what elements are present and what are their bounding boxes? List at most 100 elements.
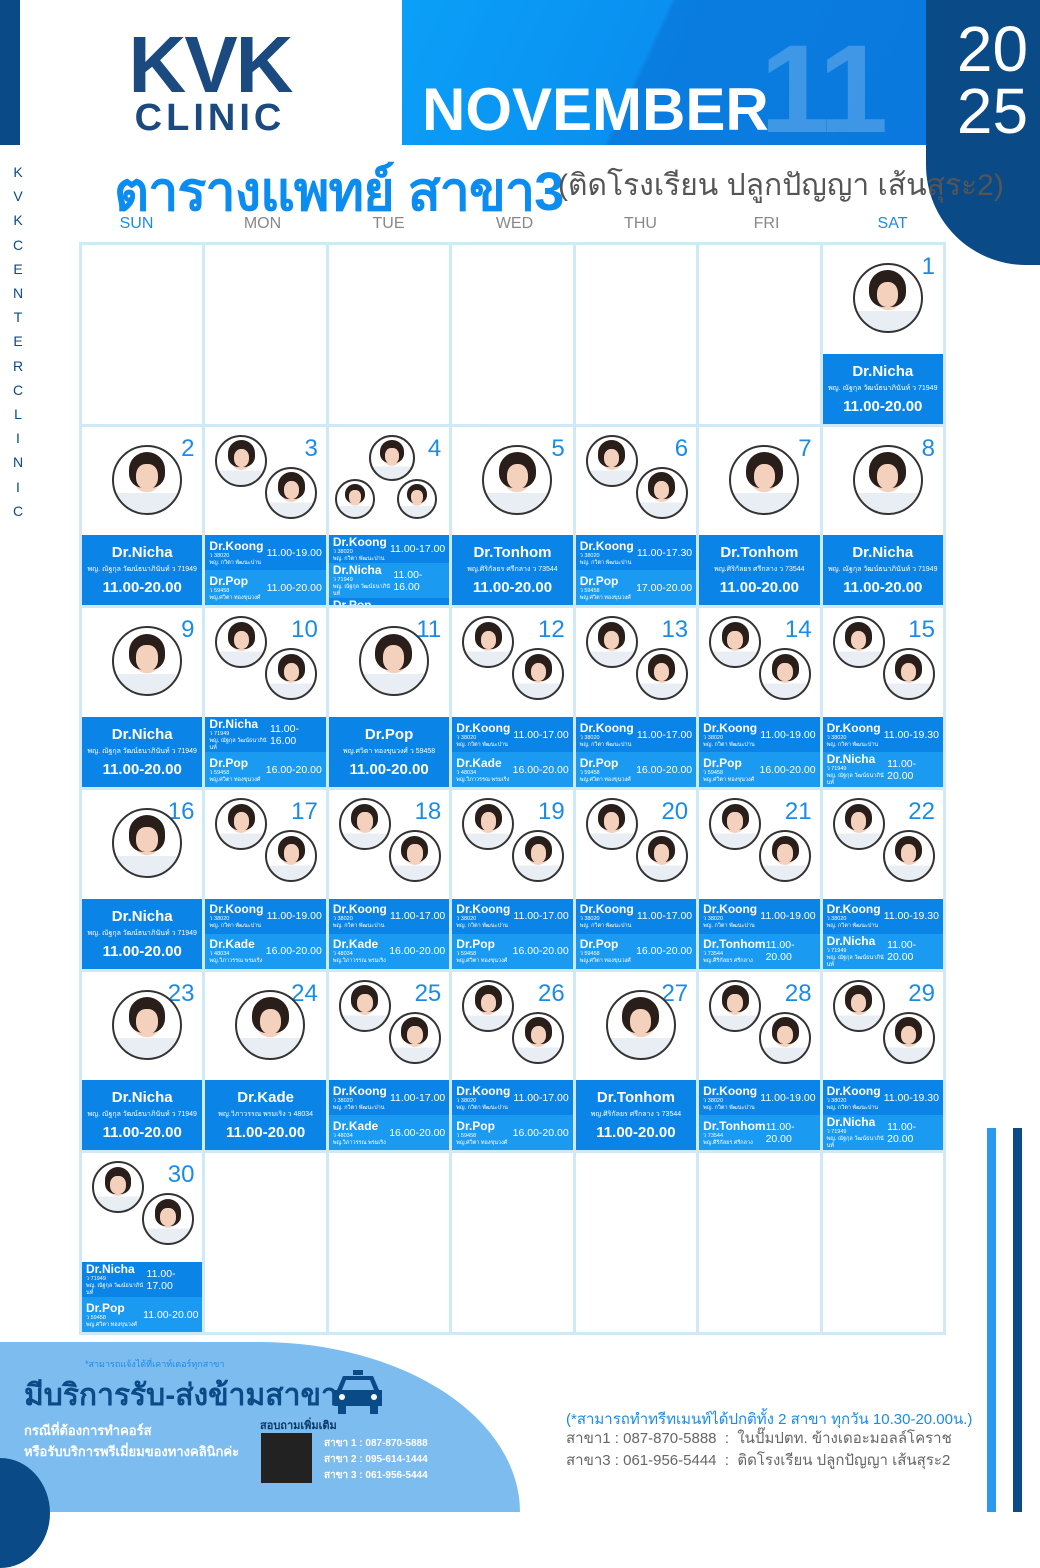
day-cell-6[interactable]: 6 Dr.Koong ว 38020 พญ. กวิตา พัฒนะปาน 11.00-… <box>575 426 697 606</box>
shift-info: Dr.Pop พญ.ศวิตา ทองขุนวงศ์ ว 59458 11.00-2… <box>328 717 450 787</box>
weekday-thu: THU <box>624 215 657 232</box>
shift-time: 17.00-20.00 <box>636 581 693 594</box>
doctor-license: ว 38020 <box>209 552 230 559</box>
day-cell-5[interactable]: 5 Dr.Tonhom พญ.ศิริกัลยร ศรีกลาง ว 73544 11… <box>452 426 573 606</box>
day-cell-21[interactable]: 21 Dr.Koong ว 38020 พญ. กวิตา พัฒนะปาน 11.00… <box>699 790 820 969</box>
day-cell-7[interactable]: 7 Dr.Tonhom พญ.ศิริกัลยร ศรีกลาง ว 73544 11… <box>699 426 820 606</box>
day-cell-14[interactable]: 14 Dr.Koong ว 38020 พญ. กวิตา พัฒนะปาน 11.00… <box>699 608 820 787</box>
day-cell-20[interactable]: 20 Dr.Koong ว 38020 พญ. กวิตา พัฒนะปาน 11.00… <box>575 790 697 969</box>
doctor-license: พญ.ศิริกัลยร ศรีกลาง ว 73544 <box>590 1111 682 1119</box>
doctor-name: Dr.Tonhom <box>703 937 766 952</box>
shift-row: Dr.Koong ว 38020 พญ. กวิตา พัฒนะปาน 11.00-1… <box>205 535 325 570</box>
logo-clinic: CLINIC <box>134 97 286 139</box>
day-cell-8[interactable]: 8 Dr.Nicha พญ. ณัฐกุล วัฒน์ธนาภินันท์ ว 71… <box>822 426 943 606</box>
doctor-name: Dr.Nicha <box>852 544 914 562</box>
doctor-name: Dr.Tonhom <box>720 544 799 562</box>
doctor-photo <box>882 1011 935 1064</box>
address-branch-3: สาขา3 : 061-956-5444 : ติดโรงเรียน ปลูกป… <box>566 1452 951 1469</box>
day-cell-10[interactable]: 10 Dr.Nicha ว 71949 พญ. ณัฐกุล วัฒน์ธนาภินั… <box>205 608 326 787</box>
shift-info: Dr.Nicha พญ. ณัฐกุล วัฒน์ธนาภินันท์ ว 719… <box>822 535 943 606</box>
doctor-license: ว 59458 <box>456 951 477 958</box>
day-cell-3[interactable]: 3 Dr.Koong ว 38020 พญ. กวิตา พัฒนะปาน 11.00-… <box>205 426 326 606</box>
doctor-photo <box>585 434 638 487</box>
doctor-license: ว 38020 <box>456 734 477 741</box>
shift-time: 11.00-17.00 <box>513 1091 569 1104</box>
doctor-name: Dr.Nicha <box>332 563 382 578</box>
day-cell-9[interactable]: 9 Dr.Nicha พญ. ณัฐกุล วัฒน์ธนาภินันท์ ว 71… <box>82 608 203 787</box>
doctor-license: พญ. ณัฐกุล วัฒน์ธนาภินันท์ ว 71949 <box>828 566 938 574</box>
day-cell-25[interactable]: 25 Dr.Koong ว 38020 พญ. กวิตา พัฒนะปาน 11.00… <box>328 971 450 1151</box>
doctor-fullname: พญ.วิภาวรรณ พรมเริง <box>332 958 386 965</box>
day-cell-15[interactable]: 15 Dr.Koong ว 38020 พญ. กวิตา พัฒนะปาน 11.00… <box>822 608 943 787</box>
doctor-fullname: พญ.ศวิตา ทองขุนวงศ์ <box>209 594 261 601</box>
day-cell-26[interactable]: 26 Dr.Koong ว 38020 พญ. กวิตา พัฒนะปาน 11.00… <box>452 971 573 1151</box>
day-cell-16[interactable]: 16 Dr.Nicha พญ. ณัฐกุล วัฒน์ธนาภินันท์ ว 7… <box>82 790 203 969</box>
day-cell-11[interactable]: 11 Dr.Pop พญ.ศวิตา ทองขุนวงศ์ ว 59458 11.00… <box>328 608 450 787</box>
doctor-license: ว 59458 <box>579 951 600 958</box>
shift-info: Dr.Koong ว 38020 พญ. กวิตา พัฒนะปาน 11.00-1… <box>452 717 573 787</box>
doctor-license: ว 71949 <box>826 766 847 772</box>
shift-row: Dr.Koong ว 38020 พญ. กวิตา พัฒนะปาน 11.00-1… <box>452 717 572 752</box>
shift-doctor: Dr.Koong ว 38020 พญ. กวิตา พัฒนะปาน <box>209 902 263 930</box>
day-cell-29[interactable]: 29 Dr.Koong ว 38020 พญ. กวิตา พัฒนะปาน 11.00… <box>822 971 943 1151</box>
address-branch-1: สาขา1 : 087-870-5888 : ในปั๊มปตท. ข้างเด… <box>566 1430 952 1447</box>
day-number: 25 <box>414 979 442 1007</box>
doctor-photo <box>334 478 375 519</box>
doctor-fullname: พญ. กวิตา พัฒนะปาน <box>703 741 755 748</box>
shift-doctor: Dr.Koong ว 38020 พญ. กวิตา พัฒนะปาน <box>703 721 757 749</box>
vertical-letter: C <box>12 236 24 253</box>
doctor-photo <box>215 798 268 850</box>
doctor-license: ว 38020 <box>826 734 847 741</box>
shift-info: Dr.Koong ว 38020 พญ. กวิตา พัฒนะปาน 11.00-1… <box>452 898 573 969</box>
doctor-name: Dr.Pop <box>579 755 619 770</box>
day-cell-19[interactable]: 19 Dr.Koong ว 38020 พญ. กวิตา พัฒนะปาน 11.00… <box>452 790 573 969</box>
day-cell-22[interactable]: 22 Dr.Koong ว 38020 พญ. กวิตา พัฒนะปาน 11.00… <box>822 790 943 969</box>
day-cell-23[interactable]: 23 Dr.Nicha พญ. ณัฐกุล วัฒน์ธนาภินันท์ ว 7… <box>82 971 203 1151</box>
qr-code[interactable] <box>261 1433 312 1483</box>
shift-row: Dr.Nicha ว 71949 พญ. ณัฐกุล วัฒน์ธนาภินันท… <box>205 717 325 752</box>
shift-info: Dr.Koong ว 38020 พญ. กวิตา พัฒนะปาน 11.00-1… <box>452 1080 573 1151</box>
doctor-photo <box>759 648 812 701</box>
doctor-fullname: พญ. ณัฐกุล วัฒน์ธนาภินันท์ <box>332 584 390 598</box>
doctor-photo <box>388 1011 441 1064</box>
doctor-license: ว 59458 <box>456 1132 477 1139</box>
vertical-letter: N <box>12 285 24 302</box>
day-cell-27[interactable]: 27 Dr.Tonhom พญ.ศิริกัลยร ศรีกลาง ว 73544 1… <box>575 971 697 1151</box>
day-cell-13[interactable]: 13 Dr.Koong ว 38020 พญ. กวิตา พัฒนะปาน 11.00… <box>575 608 697 787</box>
doctor-photo <box>709 979 762 1032</box>
calendar-cell <box>205 1153 326 1332</box>
day-cell-4[interactable]: 4 Dr.Koong ว 38020 พญ. กวิตา พัฒนะปาน 11.00-… <box>328 426 450 606</box>
doctor-fullname: พญ. กวิตา พัฒนะปาน <box>703 1104 755 1111</box>
shift-time: 16.00-20.00 <box>265 945 322 958</box>
day-cell-30[interactable]: 30 Dr.Nicha ว 71949 พญ. ณัฐกุล วัฒน์ธนาภินั… <box>82 1153 203 1332</box>
inquiry-label: สอบถามเพิ่มเติม <box>260 1420 337 1432</box>
doctor-name: Dr.Nicha <box>111 907 173 925</box>
day-cell-24[interactable]: 24 Dr.Kade พญ.วิภาวรรณ พรมเริง ว 48034 11.0… <box>205 971 326 1151</box>
day-cell-17[interactable]: 17 Dr.Koong ว 38020 พญ. กวิตา พัฒนะปาน 11.00… <box>205 790 326 969</box>
day-cell-1[interactable]: 1 Dr.Nicha พญ. ณัฐกุล วัฒน์ธนาภินันท์ ว 71… <box>822 245 943 424</box>
doctor-name: Dr.Pop <box>703 755 742 770</box>
doctor-photo <box>852 263 923 333</box>
doctor-photo <box>512 648 565 701</box>
year-bottom: 25 <box>956 75 1029 147</box>
day-cell-2[interactable]: 2 Dr.Nicha พญ. ณัฐกุล วัฒน์ธนาภินันท์ ว 71… <box>82 426 203 606</box>
year-top: 20 <box>956 13 1029 85</box>
shift-doctor: Dr.Kade ว 48034 พญ.วิภาวรรณ พรมเริง <box>209 937 262 965</box>
day-number: 5 <box>551 434 565 462</box>
shift-info: Dr.Nicha พญ. ณัฐกุล วัฒน์ธนาภินันท์ ว 719… <box>82 898 203 969</box>
day-cell-28[interactable]: 28 Dr.Koong ว 38020 พญ. กวิตา พัฒนะปาน 11.00… <box>699 971 820 1151</box>
doctor-name: Dr.Pop <box>456 937 495 952</box>
day-cell-18[interactable]: 18 Dr.Koong ว 38020 พญ. กวิตา พัฒนะปาน 11.00… <box>328 790 450 969</box>
shift-time: 11.00-19.30 <box>883 728 939 741</box>
day-cell-12[interactable]: 12 Dr.Koong ว 38020 พญ. กวิตา พัฒนะปาน 11.00… <box>452 608 573 787</box>
doctor-license: ว 59458 <box>86 1314 106 1321</box>
doctor-name: Dr.Nicha <box>111 1089 173 1107</box>
shift-doctor: Dr.Nicha ว 71949 พญ. ณัฐกุล วัฒน์ธนาภินันท… <box>827 1115 888 1150</box>
shift-time: 16.00-20.00 <box>512 945 569 958</box>
doctor-photo <box>388 830 441 882</box>
shift-time: 11.00-20.00 <box>102 579 182 597</box>
